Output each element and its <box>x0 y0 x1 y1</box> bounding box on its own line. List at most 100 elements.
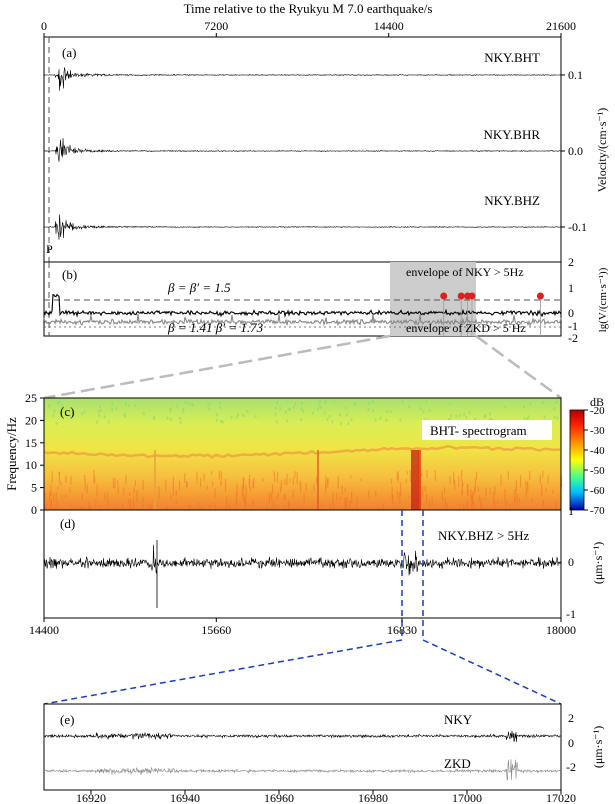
spectrogram-energy <box>426 493 428 505</box>
spectrogram-energy <box>148 504 150 510</box>
spectrogram-low-energy <box>320 406 322 410</box>
spectrogram-low-energy <box>424 418 427 422</box>
spectrogram-energy <box>375 490 377 497</box>
spectrogram-energy <box>515 480 517 492</box>
spectrogram-low-energy <box>230 416 233 419</box>
spectrogram-energy <box>424 485 426 492</box>
spectrogram-energy <box>123 487 125 495</box>
spectrogram-energy <box>406 471 408 475</box>
spectrogram-energy <box>210 471 213 475</box>
panel-c-tag: (c) <box>60 404 74 419</box>
spectrogram-low-energy <box>450 414 452 418</box>
spectrogram-energy <box>56 500 58 513</box>
spectrogram-low-energy <box>221 420 224 424</box>
spectrogram-energy <box>296 472 298 485</box>
spectrogram-low-energy <box>276 401 279 405</box>
e-x-tick-label: 17020 <box>546 791 576 804</box>
spectrogram-low-energy <box>428 408 431 412</box>
panel-a-tag: (a) <box>62 45 76 60</box>
spectrogram-energy <box>344 497 346 510</box>
spectrogram-energy <box>459 504 461 512</box>
spectrogram-energy <box>446 502 448 514</box>
spectrogram-low-energy <box>504 405 507 409</box>
spectrogram-energy <box>214 488 216 498</box>
spectrogram-low-energy <box>389 410 392 413</box>
spectrogram-low-energy <box>483 415 486 419</box>
panel-b-traces <box>43 293 562 327</box>
tick-label-d-1: 1 <box>568 504 574 518</box>
panel-d-tag: (d) <box>60 516 75 531</box>
spectrogram-burst-3 <box>154 450 156 510</box>
tick-label-b-2: 2 <box>568 255 574 269</box>
spectrogram-energy <box>49 491 51 503</box>
spectrogram-energy <box>158 486 160 499</box>
spectrogram-low-energy <box>312 411 314 415</box>
spectrogram-energy <box>480 498 482 511</box>
spectrogram-low-energy <box>128 404 131 408</box>
colorbar-tick-label: -40 <box>590 445 605 457</box>
panel-c-ylabel: Frequency/Hz <box>4 417 19 491</box>
spectrogram-energy <box>99 504 101 509</box>
spectrogram-energy <box>422 486 424 498</box>
spectrogram-energy <box>356 497 358 508</box>
detection-marker-4 <box>536 292 544 300</box>
spectrogram-energy <box>286 473 288 485</box>
panel-b-right-axis: 2 1 0 -1 -2 lg(V/(cm·s⁻¹)) <box>568 255 609 345</box>
spectrogram-low-energy <box>331 420 334 424</box>
spectrogram-energy <box>513 498 516 506</box>
tick-label-e-2: 2 <box>568 711 574 725</box>
spectrogram-low-energy <box>98 414 101 417</box>
spectrogram-energy <box>200 477 202 487</box>
spectrogram-energy <box>426 470 428 478</box>
spectrogram-low-energy <box>317 407 319 411</box>
spectrogram-energy <box>471 494 473 507</box>
spectrogram-low-energy <box>455 414 458 418</box>
spectrogram-energy <box>55 491 57 501</box>
spectrogram-low-energy <box>182 409 185 413</box>
spectrogram-energy <box>136 490 138 502</box>
spectrogram-energy <box>51 471 53 483</box>
spectrogram-energy <box>277 471 279 483</box>
spectrogram-title: BHT- spectrogram <box>430 423 527 438</box>
spectrogram-low-energy <box>142 411 145 415</box>
detection-marker-1 <box>457 292 465 300</box>
spectrogram-energy <box>500 474 502 486</box>
panel-a-traces <box>43 67 562 240</box>
spectrogram-energy <box>248 475 251 484</box>
spectrogram-energy <box>477 486 480 492</box>
spectrogram-low-energy <box>474 418 477 421</box>
spectrogram-energy <box>547 475 549 484</box>
spectrogram-energy <box>220 482 222 486</box>
spectrogram-energy <box>218 470 220 480</box>
spectrogram-energy <box>505 501 507 512</box>
spectrogram-energy <box>497 499 499 504</box>
spectrogram-energy <box>88 501 90 510</box>
spectrogram-energy <box>360 478 362 482</box>
spectrogram-energy <box>462 482 464 487</box>
spectrogram-low-energy <box>318 403 321 407</box>
spectrogram-low-energy <box>188 401 191 405</box>
spectrogram-low-energy <box>111 408 114 412</box>
d-x-tick-label: 14400 <box>29 623 59 637</box>
spectrogram-energy <box>516 493 518 504</box>
spectrogram-energy <box>391 486 393 500</box>
spectrogram-energy <box>252 481 254 489</box>
spectrogram-low-energy <box>523 417 526 421</box>
tick-label-b-neg2: -2 <box>568 331 578 345</box>
spectrogram-energy <box>249 486 251 491</box>
seismogram-trace-1 <box>43 137 562 162</box>
spectrogram-low-energy <box>176 404 179 408</box>
spectrogram-low-energy <box>340 421 342 425</box>
spectrogram-energy <box>346 497 348 507</box>
spectrogram-low-energy <box>216 418 219 422</box>
spectrogram-burst-0 <box>411 450 419 510</box>
spectrogram-energy <box>467 484 469 488</box>
spectrogram-energy <box>484 497 486 501</box>
freq-tick-label: 0 <box>31 503 37 517</box>
spectrogram-energy <box>236 483 238 496</box>
spectrogram-energy <box>292 489 294 499</box>
spectrogram-energy <box>70 503 72 507</box>
spectrogram-energy <box>449 476 451 485</box>
spectrogram-low-energy <box>179 420 182 424</box>
freq-tick-label: 20 <box>25 413 37 427</box>
